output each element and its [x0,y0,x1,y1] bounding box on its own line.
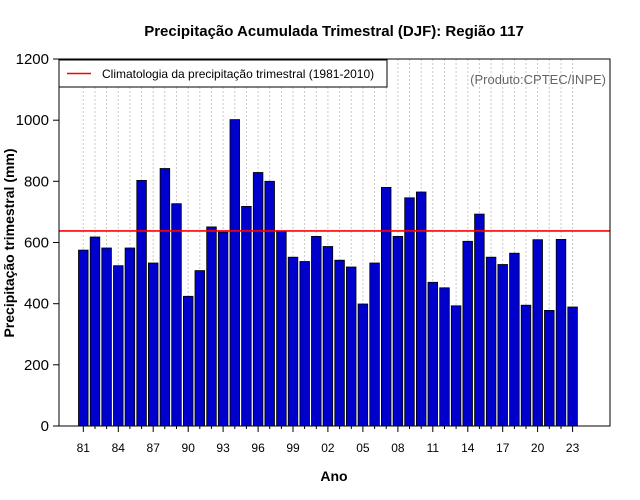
bar-2017 [497,264,508,427]
bar-2014 [462,240,473,427]
x-axis: 81 84 87 90 93 96 99 02 05 08 11 14 17 20 23 [77,426,580,455]
y-tick-label: 800 [24,173,49,190]
bar-2013 [450,305,462,427]
bar-1997 [264,180,275,427]
bar-2003 [334,259,345,427]
bar-1983 [101,247,112,427]
bar-2007 [380,186,392,427]
bar-1996 [252,172,264,427]
bar-1999 [287,256,299,427]
bar-2001 [311,235,322,427]
bar-1984 [113,265,124,427]
bar-1992 [206,226,217,427]
bar-layer [78,119,578,427]
bar-1998 [276,231,287,427]
bar-2016 [485,256,497,427]
legend: Climatologia da precipitação trimestral … [58,59,388,88]
bar-1986 [136,179,147,427]
bar-1994 [229,119,241,427]
x-tick-label: 96 [251,441,265,455]
x-tick-label: 11 [427,441,440,455]
bar-1987 [147,262,159,427]
x-tick-label: 20 [531,441,545,455]
y-tick-label: 600 [24,235,49,252]
chart-title: Precipitação Acumulada Trimestral (DJF):… [144,23,524,40]
bar-2012 [439,287,450,427]
y-tick-label: 1200 [16,51,49,68]
x-tick-label: 90 [182,441,196,455]
bar-2011 [427,281,439,427]
bar-2006 [369,262,380,427]
y-tick-label: 400 [24,296,49,313]
x-tick-label: 99 [286,441,300,455]
y-axis: 0 200 400 600 800 1000 1200 [16,51,59,435]
x-tick-label: 93 [216,441,230,455]
bar-1989 [171,203,182,427]
bar-1995 [241,205,252,427]
x-tick-label: 02 [321,441,335,455]
bar-2008 [392,235,404,427]
bar-2009 [404,197,415,427]
credit-text: (Produto:CPTEC/INPE) [470,72,606,87]
bar-1993 [217,231,229,427]
bar-1982 [89,236,101,427]
bar-2015 [474,213,485,427]
y-tick-label: 0 [41,418,49,435]
bar-1991 [194,270,206,427]
bar-1981 [78,249,89,427]
x-tick-label: 14 [461,441,475,455]
x-tick-label: 23 [566,441,580,455]
bar-2000 [299,261,310,427]
x-tick-label: 84 [112,441,126,455]
legend-label: Climatologia da precipitação trimestral … [102,67,374,81]
x-tick-label: 08 [391,441,405,455]
bar-2021 [544,309,555,427]
x-tick-label: 81 [77,441,91,455]
x-axis-title: Ano [320,468,347,484]
x-tick-label: 87 [147,441,161,455]
bar-2019 [520,304,532,427]
bar-2002 [322,246,334,427]
bar-2022 [555,238,567,427]
x-tick-label: 05 [356,441,370,455]
bar-2023 [567,306,578,427]
x-tick-label: 17 [496,441,510,455]
y-tick-label: 200 [24,357,49,374]
bar-2010 [415,191,427,427]
bar-2004 [345,266,357,427]
bar-1988 [159,168,171,427]
bar-1985 [124,247,136,427]
bar-2005 [357,303,369,427]
y-axis-title: Precipitação trimestral (mm) [1,148,17,337]
bar-1990 [182,295,194,427]
y-tick-label: 1000 [16,112,49,129]
bar-2020 [532,239,543,427]
bar-2018 [509,252,520,427]
legend-box [58,59,388,88]
